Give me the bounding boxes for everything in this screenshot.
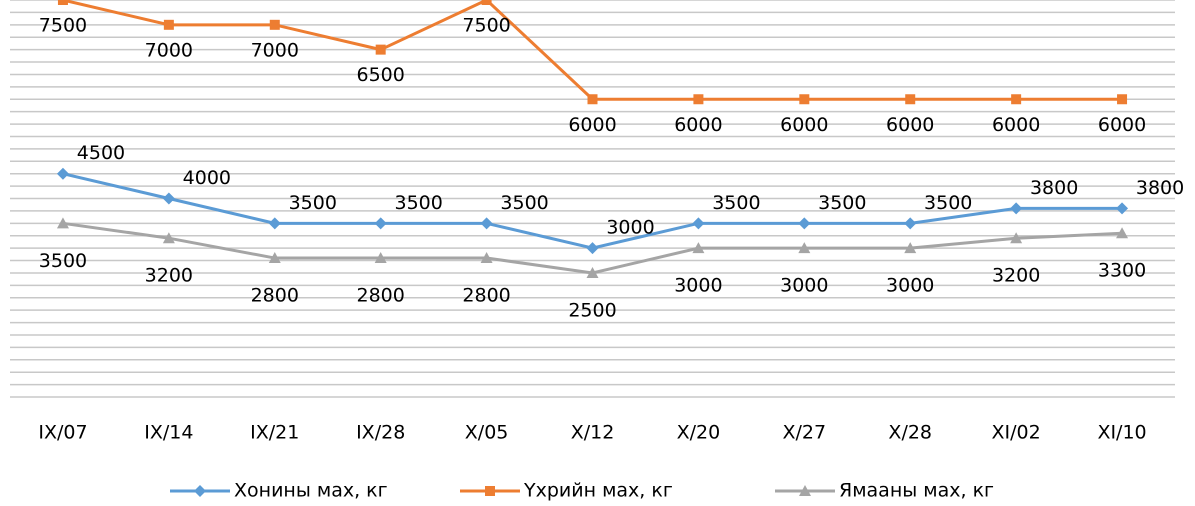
marker — [481, 0, 492, 5]
data-label: 7500 — [39, 15, 87, 37]
x-tick-label: X/27 — [783, 422, 827, 444]
data-label: 3500 — [924, 192, 972, 214]
x-tick-label: IX/21 — [250, 422, 299, 444]
marker — [56, 167, 69, 180]
x-tick-label: X/28 — [888, 422, 932, 444]
marker — [1116, 202, 1129, 215]
data-label: 3500 — [39, 250, 87, 272]
data-label: 6000 — [568, 114, 616, 136]
legend-label: Үхрийн мах, кг — [523, 480, 673, 502]
marker — [586, 266, 599, 278]
data-label: 3500 — [818, 192, 866, 214]
x-tick-label: X/05 — [465, 422, 509, 444]
data-label: 3000 — [886, 275, 934, 297]
data-label: 3200 — [145, 265, 193, 287]
x-tick-label: IX/14 — [144, 422, 193, 444]
data-label: 4000 — [183, 167, 231, 189]
data-label: 4500 — [77, 142, 125, 164]
data-label: 3000 — [674, 275, 722, 297]
marker — [194, 485, 206, 497]
marker — [693, 94, 704, 105]
marker — [57, 0, 68, 5]
x-tick-label: IX/07 — [38, 422, 87, 444]
marker — [374, 217, 387, 230]
marker — [480, 217, 493, 230]
marker — [1117, 94, 1128, 105]
marker — [162, 192, 175, 205]
data-label: 7000 — [251, 39, 299, 61]
data-label: 6000 — [886, 114, 934, 136]
x-tick-label: XI/02 — [992, 422, 1041, 444]
marker — [692, 217, 705, 230]
marker — [374, 252, 387, 264]
x-tick-label: X/12 — [571, 422, 615, 444]
marker — [904, 217, 917, 230]
data-label: 2800 — [251, 285, 299, 307]
marker — [1010, 202, 1023, 215]
marker — [586, 242, 599, 255]
marker — [268, 217, 281, 230]
marker — [798, 242, 811, 254]
data-label: 2800 — [357, 285, 405, 307]
marker — [904, 242, 917, 254]
data-label: 6000 — [674, 114, 722, 136]
marker — [1116, 227, 1129, 239]
marker — [692, 242, 705, 254]
legend-label: Хонины мах, кг — [234, 480, 388, 502]
data-label: 7500 — [462, 15, 510, 37]
marker — [269, 19, 280, 30]
marker — [56, 217, 69, 229]
data-label: 6000 — [992, 114, 1040, 136]
marker — [268, 252, 281, 264]
data-label: 3500 — [712, 192, 760, 214]
data-label: 3300 — [1098, 260, 1146, 282]
marker — [485, 486, 495, 496]
marker — [1011, 94, 1022, 105]
marker — [905, 94, 916, 105]
x-tick-label: IX/28 — [356, 422, 405, 444]
data-label: 2800 — [462, 285, 510, 307]
x-tick-label: X/20 — [677, 422, 721, 444]
x-tick-label: XI/10 — [1097, 422, 1146, 444]
data-label: 3800 — [1030, 177, 1078, 199]
marker — [1010, 232, 1023, 244]
data-label: 6000 — [780, 114, 828, 136]
marker — [587, 94, 598, 105]
data-label: 3800 — [1136, 177, 1184, 199]
data-label: 2500 — [568, 299, 616, 321]
marker — [375, 44, 386, 55]
data-label: 6500 — [357, 64, 405, 86]
data-label: 3000 — [780, 275, 828, 297]
data-label: 6000 — [1098, 114, 1146, 136]
marker — [798, 217, 811, 230]
legend-label: Ямааны мах, кг — [839, 480, 994, 502]
marker — [162, 232, 175, 244]
data-label: 3000 — [606, 217, 654, 239]
data-label: 7000 — [145, 39, 193, 61]
data-label: 3500 — [395, 192, 443, 214]
marker — [480, 252, 493, 264]
marker — [799, 94, 810, 105]
marker — [799, 485, 811, 496]
data-label: 3500 — [500, 192, 548, 214]
marker — [163, 19, 174, 30]
data-label: 3500 — [289, 192, 337, 214]
data-label: 3200 — [992, 265, 1040, 287]
